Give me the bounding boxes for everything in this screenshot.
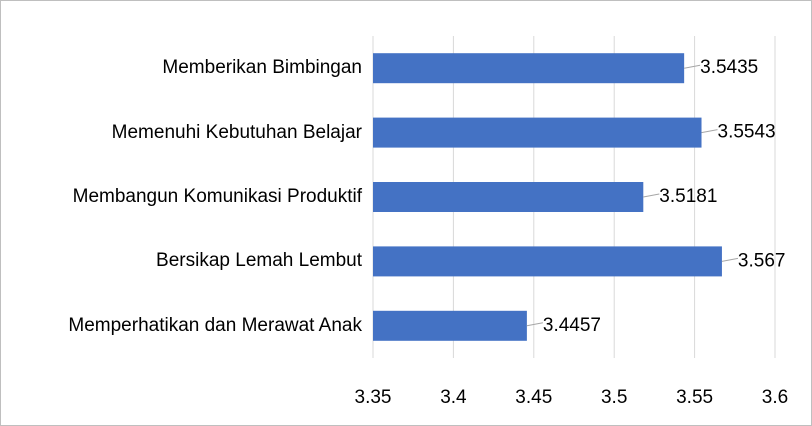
x-tick-label: 3.45	[515, 387, 552, 408]
y-tick-label: Memenuhi Kebutuhan Belajar	[112, 120, 362, 146]
x-tick-label: 3.5	[601, 387, 627, 408]
x-tick-label: 3.55	[676, 387, 713, 408]
bar	[373, 53, 684, 83]
x-tick-label: 3.6	[762, 387, 788, 408]
y-tick-label-box: Memenuhi Kebutuhan Belajar	[12, 120, 362, 146]
y-tick-label: Membangun Komunikasi Produktif	[73, 184, 362, 210]
y-tick-label: Memberikan Bimbingan	[162, 55, 362, 81]
leader-line	[527, 323, 543, 326]
y-tick-label-box: Membangun Komunikasi Produktif	[12, 184, 362, 210]
bar	[373, 118, 702, 148]
chart: 3.35 3.4 3.45 3.5 3.55 3.6 3.5435 3.5543 3.5181 3…	[0, 0, 812, 426]
value-label: 3.4457	[543, 315, 601, 336]
y-tick-label-box: Memberikan Bimbingan	[12, 55, 362, 81]
value-label: 3.5435	[700, 57, 758, 78]
y-tick-label: Memperhatikan dan Merawat Anak	[68, 313, 362, 339]
leader-line	[722, 258, 738, 261]
x-tick-label: 3.35	[355, 387, 392, 408]
value-label: 3.567	[738, 250, 786, 271]
x-tick-label: 3.4	[440, 387, 467, 408]
bar	[373, 246, 722, 276]
leader-line	[684, 65, 700, 68]
bar	[373, 311, 527, 341]
y-tick-label-box: Bersikap Lemah Lembut	[12, 248, 362, 274]
value-label: 3.5181	[659, 186, 717, 207]
y-tick-label-box: Memperhatikan dan Merawat Anak	[12, 313, 362, 339]
leader-line	[702, 130, 718, 133]
bar	[373, 182, 643, 212]
y-tick-label: Bersikap Lemah Lembut	[156, 248, 362, 274]
leader-line	[643, 194, 659, 197]
value-label: 3.5543	[718, 122, 776, 143]
